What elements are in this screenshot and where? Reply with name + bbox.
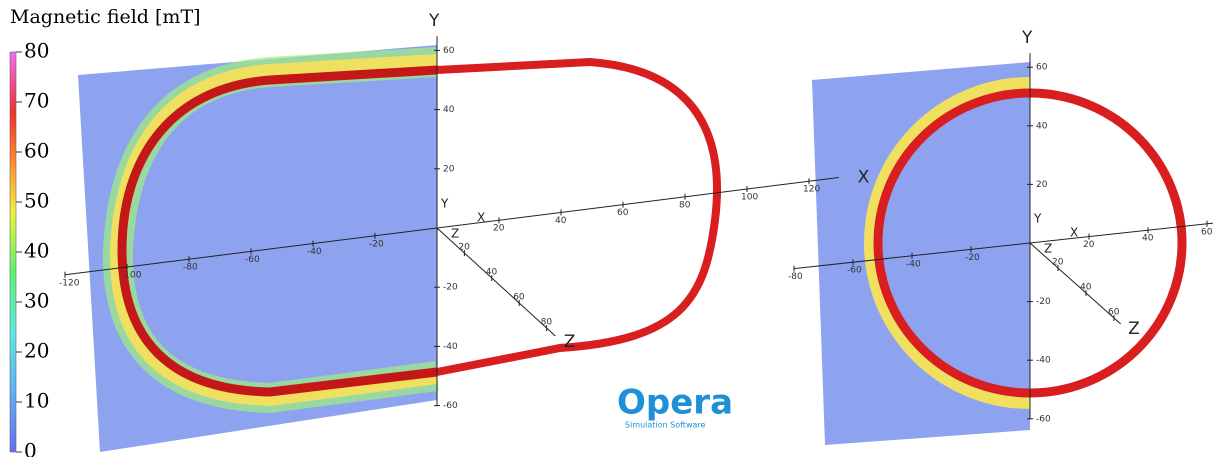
logo-tagline: Simulation Software xyxy=(625,421,706,430)
axis-label: Z xyxy=(1128,319,1140,339)
tick-label: 40 xyxy=(443,105,455,115)
tick-label: -80 xyxy=(788,272,803,282)
colorbar-tick-label: 0 xyxy=(24,439,37,458)
tick-label: 40 xyxy=(486,268,498,278)
tick-label: -40 xyxy=(906,259,921,269)
tick-label: -60 xyxy=(443,401,458,411)
colorbar-tick-label: 40 xyxy=(24,239,49,263)
colorbar-tick-label: 50 xyxy=(24,189,49,213)
colorbar-tick-label: 30 xyxy=(24,289,49,313)
z-axis xyxy=(1029,242,1122,325)
tick-label: 60 xyxy=(1201,227,1213,237)
tick-label: -60 xyxy=(245,255,260,265)
tick-label: -40 xyxy=(1036,356,1051,366)
colorbar xyxy=(9,51,17,453)
origin-label: X xyxy=(1070,226,1078,240)
coil xyxy=(117,65,438,397)
origin-label: Z xyxy=(451,227,459,241)
tick-label: 120 xyxy=(803,185,820,195)
tick-label: -20 xyxy=(443,283,458,293)
axis-label: Y xyxy=(1021,28,1033,48)
colorbar-tick-label: 20 xyxy=(24,339,49,363)
tick-label: 20 xyxy=(493,224,505,234)
coil xyxy=(436,57,721,376)
origin-label: Y xyxy=(1033,212,1042,226)
tick-label: -60 xyxy=(847,266,862,276)
tick-label: -100 xyxy=(121,271,142,281)
tick-label: 20 xyxy=(1083,240,1095,250)
tick-label: 60 xyxy=(513,293,525,303)
tick-label: 60 xyxy=(617,208,629,218)
origin-label: Z xyxy=(1044,242,1052,256)
tick-label: 20 xyxy=(1052,258,1064,268)
colorbar-tick-label: 80 xyxy=(24,39,49,63)
field-plane xyxy=(78,45,437,452)
colorbar-tick-label: 10 xyxy=(24,389,49,413)
tick-label: 40 xyxy=(1142,234,1154,244)
tick-label: -40 xyxy=(443,342,458,352)
axis-label: Z xyxy=(564,332,576,352)
tick-label: -20 xyxy=(965,253,980,263)
colorbar-tick-label: 70 xyxy=(24,89,49,113)
tick-label: -20 xyxy=(369,239,384,249)
tick-label: 20 xyxy=(443,164,455,174)
tick-label: 40 xyxy=(1036,121,1048,131)
z-axis xyxy=(436,227,556,337)
x-axis xyxy=(793,222,1213,270)
tick-label: -40 xyxy=(307,247,322,257)
tick-label: 40 xyxy=(555,216,567,226)
origin-label: Y xyxy=(440,197,449,211)
tick-label: 60 xyxy=(1108,308,1120,318)
tick-label: 80 xyxy=(541,318,553,328)
colorbar-title: Magnetic field [mT] xyxy=(10,6,201,28)
tick-label: 20 xyxy=(1036,180,1048,190)
tick-label: 60 xyxy=(443,46,455,56)
field-halo xyxy=(864,77,1030,409)
origin-label: X xyxy=(477,211,485,225)
tick-label: -20 xyxy=(1036,297,1051,307)
tick-label: 20 xyxy=(458,243,470,253)
tick-label: -80 xyxy=(183,263,198,273)
tick-label: 60 xyxy=(1036,63,1048,73)
tick-label: 40 xyxy=(1080,283,1092,293)
tick-label: -60 xyxy=(1036,414,1051,424)
axis-label: X xyxy=(858,168,870,188)
field-plane xyxy=(812,62,1030,445)
tick-label: 100 xyxy=(741,193,758,203)
x-axis xyxy=(64,176,839,276)
logo: Opera xyxy=(617,383,733,423)
axis-label: Y xyxy=(428,11,440,31)
tick-label: -120 xyxy=(59,278,80,288)
tick-label: 80 xyxy=(679,200,691,210)
colorbar-tick-label: 60 xyxy=(24,139,49,163)
